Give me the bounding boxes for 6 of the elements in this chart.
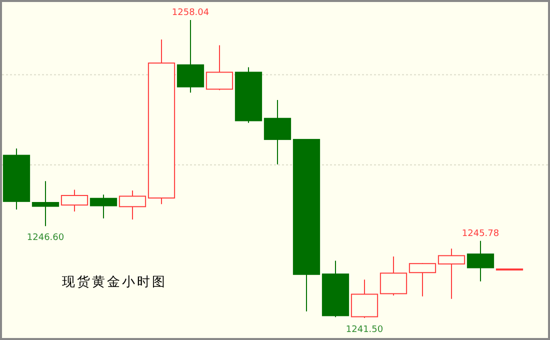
annotation: 1245.78	[462, 228, 500, 239]
text: 现货黄金小时图	[62, 275, 167, 290]
annotation: 1246.60	[26, 233, 64, 244]
annotation: 1241.50	[346, 325, 384, 335]
annotation: 1258.04	[172, 8, 210, 18]
candlestick	[32, 180, 60, 227]
